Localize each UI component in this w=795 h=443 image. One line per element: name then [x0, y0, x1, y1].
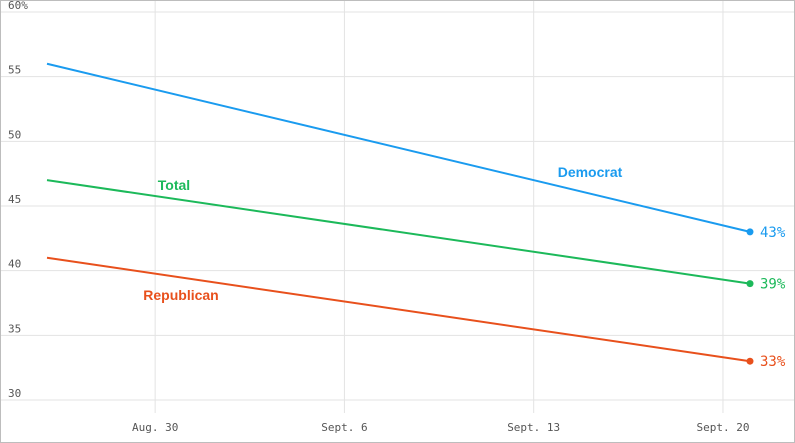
y-tick-label: 40: [8, 258, 21, 271]
total-series-label: Total: [158, 177, 190, 193]
republican-end-value-label: 33%: [760, 354, 786, 370]
series-labels: Democrat 43% Total 39% Republican 33%: [143, 164, 786, 370]
x-tick-label: Sept. 13: [507, 421, 560, 434]
total-end-point: [746, 280, 754, 288]
total-end-value-label: 39%: [760, 277, 786, 293]
total-line: [46, 179, 751, 285]
y-tick-label: 55: [8, 64, 21, 77]
y-tick-label: 50: [8, 128, 21, 141]
democrat-end-value-label: 43%: [760, 225, 786, 241]
republican-line: [46, 256, 751, 363]
republican-end-point: [746, 357, 754, 365]
y-tick-label: 35: [8, 322, 21, 335]
y-tick-label: 30: [8, 387, 21, 400]
republican-series-label: Republican: [143, 287, 218, 303]
x-tick-label: Sept. 6: [321, 421, 367, 434]
democrat-end-point: [746, 228, 754, 236]
y-axis-tick-labels: 30 35 40 45 50 55 60%: [8, 1, 28, 400]
democrat-series-label: Democrat: [558, 164, 623, 180]
y-tick-label: 60%: [8, 1, 28, 12]
x-tick-label: Aug. 30: [132, 421, 178, 434]
democrat-line: [46, 62, 751, 233]
x-axis-tick-labels: Aug. 30 Sept. 6 Sept. 13 Sept. 20: [132, 421, 749, 434]
y-tick-label: 45: [8, 193, 21, 206]
x-tick-label: Sept. 20: [696, 421, 749, 434]
series-lines: [46, 62, 754, 365]
grid: [1, 1, 794, 413]
